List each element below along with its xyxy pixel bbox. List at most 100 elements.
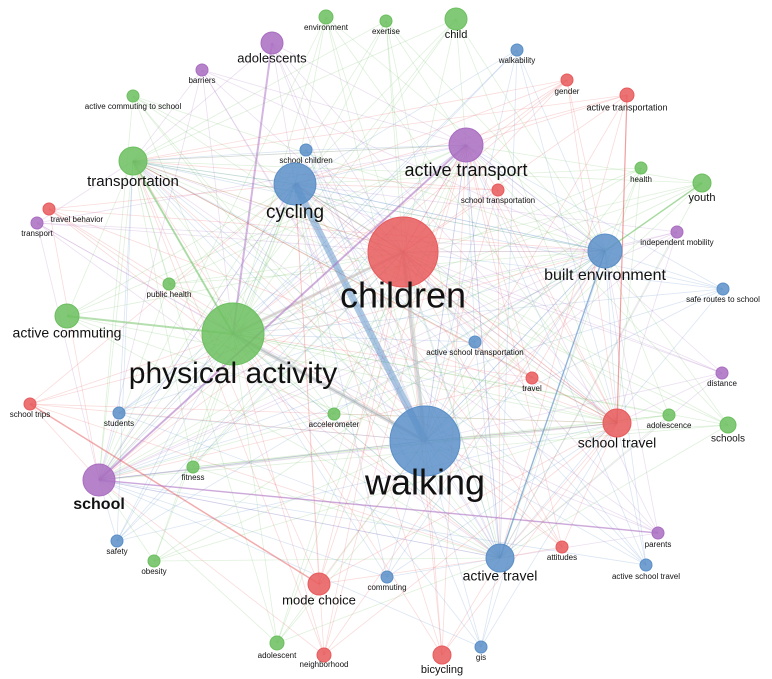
node	[23, 397, 37, 411]
edge	[441, 422, 618, 656]
edge	[29, 403, 100, 481]
edge	[132, 160, 647, 566]
node	[619, 87, 635, 103]
edge	[29, 333, 234, 405]
edge	[386, 250, 606, 578]
node-label: public health	[147, 290, 192, 299]
edge	[402, 251, 647, 566]
edge	[132, 42, 273, 162]
nodes: environment exertise child adolescents walka…	[10, 7, 760, 676]
edge	[132, 160, 659, 534]
edge	[118, 412, 501, 559]
edge	[132, 160, 476, 343]
edge	[441, 557, 501, 656]
edge	[305, 149, 426, 442]
node-label: obesity	[141, 567, 166, 576]
edge	[98, 479, 388, 578]
edge	[294, 183, 618, 424]
edge	[132, 95, 606, 252]
edge	[455, 18, 618, 424]
edge	[516, 49, 606, 252]
edge	[98, 440, 426, 481]
node-label: school transportation	[461, 196, 535, 205]
node-label: exertise	[372, 27, 401, 36]
edge	[294, 183, 618, 424]
edge	[132, 160, 296, 185]
node-label: walkability	[498, 56, 535, 65]
node-label: active commuting to school	[85, 102, 182, 111]
node-label: gender	[555, 87, 580, 96]
edge	[424, 440, 482, 648]
edge	[132, 160, 606, 252]
node-label: active school travel	[612, 572, 680, 581]
edge	[48, 208, 100, 481]
edge	[499, 231, 678, 559]
edge	[201, 69, 467, 146]
node	[162, 277, 176, 291]
edge	[465, 144, 659, 534]
node	[485, 543, 515, 573]
node-label: walking	[364, 462, 485, 503]
edge	[616, 372, 723, 424]
node-label: parents	[645, 540, 672, 549]
node-label: school trips	[10, 410, 50, 419]
edge	[271, 42, 618, 424]
node	[491, 183, 505, 197]
edge	[98, 413, 335, 481]
edge	[48, 183, 296, 210]
edge	[232, 79, 568, 335]
edge	[402, 251, 618, 424]
node-label: bicycling	[421, 664, 463, 676]
edge	[153, 250, 606, 562]
node-label: commuting	[367, 583, 406, 592]
node	[555, 540, 569, 554]
edge	[402, 79, 568, 253]
edge	[153, 557, 501, 562]
edge	[386, 557, 501, 578]
edge	[424, 167, 642, 442]
edge	[424, 231, 678, 442]
node-label: active school transportation	[426, 348, 523, 357]
edge	[48, 208, 501, 559]
node-label: independent mobility	[640, 238, 713, 247]
edge	[201, 69, 404, 253]
edge	[232, 288, 724, 335]
edge	[29, 250, 606, 405]
edge	[305, 149, 618, 424]
node	[126, 89, 140, 103]
node	[379, 14, 393, 28]
edge	[132, 160, 194, 468]
edge	[402, 251, 729, 426]
edge	[465, 144, 476, 343]
edge	[294, 183, 320, 585]
node	[112, 406, 126, 420]
edge	[474, 250, 606, 343]
edge	[98, 49, 518, 481]
edge	[116, 144, 467, 542]
edge	[424, 372, 723, 442]
edge	[531, 377, 618, 424]
node	[670, 225, 684, 239]
node	[316, 647, 332, 663]
edge	[168, 144, 467, 285]
edge	[201, 69, 426, 442]
edge	[276, 440, 426, 644]
edge	[294, 183, 443, 656]
edge	[232, 144, 467, 335]
edge	[305, 149, 501, 559]
edge	[499, 94, 628, 559]
edge	[424, 189, 499, 442]
edge	[232, 333, 670, 416]
edge	[323, 250, 606, 656]
edge	[465, 144, 729, 426]
node	[201, 302, 265, 366]
edge	[98, 288, 724, 481]
edge	[98, 479, 482, 648]
edge	[271, 42, 296, 185]
edge	[232, 333, 388, 578]
edge	[132, 160, 320, 585]
edge	[402, 251, 563, 548]
edge	[294, 16, 327, 185]
node	[299, 143, 313, 157]
